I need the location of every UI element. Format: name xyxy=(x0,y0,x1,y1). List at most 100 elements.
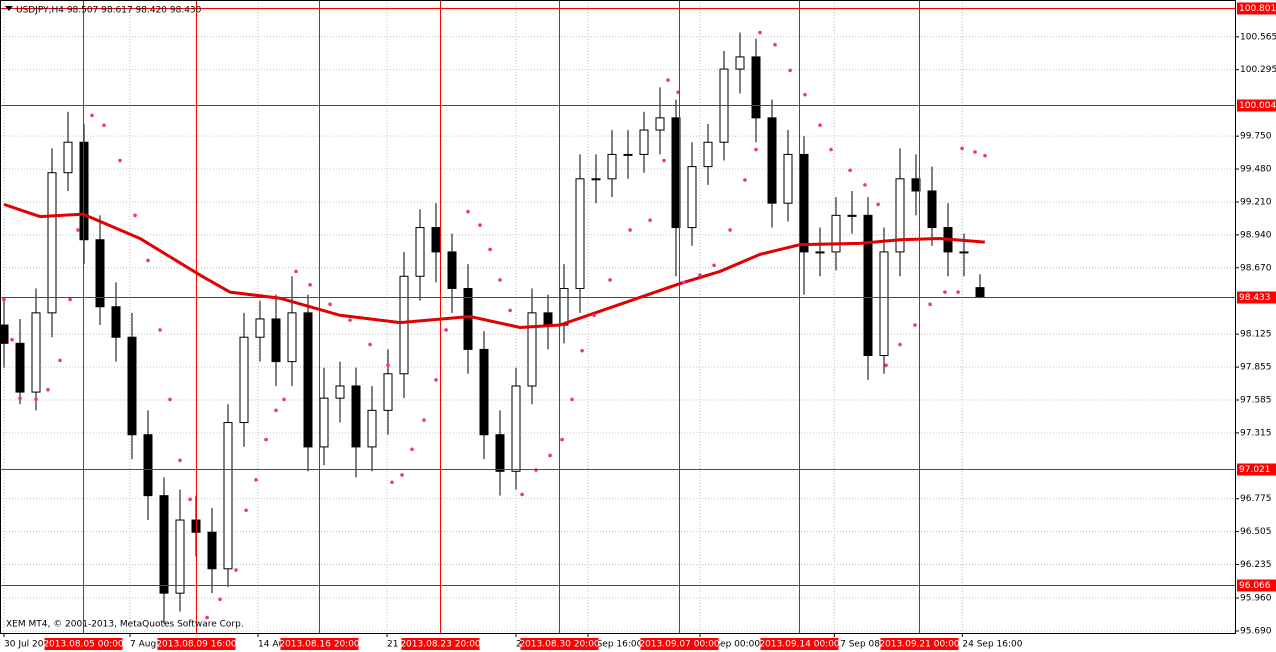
candle-body xyxy=(703,141,713,168)
sar-dot xyxy=(188,497,192,502)
y-tick-label: 95.960 xyxy=(1240,594,1272,604)
candle-body xyxy=(591,178,601,181)
time-label: 2013.09.14 00:00 xyxy=(759,640,840,650)
y-tick-label: 95.690 xyxy=(1240,626,1272,636)
sar-dot xyxy=(390,480,394,485)
sar-dot xyxy=(913,323,917,327)
candle-body xyxy=(239,336,249,424)
sar-dot xyxy=(662,158,666,163)
sar-dot xyxy=(818,123,822,127)
sar-dot xyxy=(444,328,448,332)
candle-body xyxy=(847,214,857,217)
sar-dot xyxy=(666,78,670,82)
sar-dot xyxy=(829,147,833,152)
sar-dot xyxy=(508,308,512,313)
sar-dot xyxy=(348,318,352,322)
time-label-bg xyxy=(157,638,236,650)
sar-dot xyxy=(368,342,372,347)
menu-arrow[interactable] xyxy=(5,6,13,11)
candle-body xyxy=(815,251,825,254)
sar-dot xyxy=(928,302,932,307)
sar-dot xyxy=(648,218,652,223)
x-tick-label: 11 Sep 00:00 xyxy=(700,640,760,650)
y-tick-label: 98.670 xyxy=(1240,263,1272,273)
candle-body xyxy=(271,318,281,363)
sar-dot xyxy=(68,297,72,302)
time-label: 2013.08.16 20:00 xyxy=(279,640,360,650)
x-tick-label: 17 Sep 08:00 xyxy=(834,640,894,650)
candle-body xyxy=(399,275,409,375)
sar-dot xyxy=(158,328,162,332)
candle-body xyxy=(223,422,233,570)
candle-body xyxy=(63,141,73,174)
candle-body xyxy=(959,251,969,254)
sar-dot xyxy=(560,437,564,442)
time-label-bg xyxy=(520,638,599,650)
sar-dot xyxy=(34,397,38,402)
price-label: 100.004 xyxy=(1239,101,1276,111)
y-tick-label: 97.855 xyxy=(1240,363,1272,373)
moving-average xyxy=(3,202,985,329)
sar-dot xyxy=(386,363,390,368)
copyright: XEM MT4, © 2001-2013, MetaQuotes Softwar… xyxy=(6,620,244,630)
candle-body xyxy=(735,56,745,70)
sar-dot xyxy=(498,278,502,282)
y-tick-label: 98.940 xyxy=(1240,230,1272,240)
y-tick-label: 97.585 xyxy=(1240,395,1272,405)
price-label-bg xyxy=(1237,579,1276,592)
candle-body xyxy=(527,312,537,387)
x-tick-label: 30 Jul 2013 xyxy=(4,640,55,650)
candle-body xyxy=(335,385,345,399)
candle-body xyxy=(95,239,105,308)
price-label-bg xyxy=(1237,291,1276,304)
x-tick-label: 4 Sep 16:00 xyxy=(588,640,643,650)
sar-dot xyxy=(754,147,758,152)
sar-dot xyxy=(264,437,268,442)
time-label-bg xyxy=(880,638,959,650)
time-label: 2013.08.09 16:00 xyxy=(156,640,237,650)
time-label-bg xyxy=(401,638,480,650)
sar-dot xyxy=(218,597,222,602)
sar-dot xyxy=(205,615,209,620)
sar-dot xyxy=(466,209,470,214)
price-label-bg xyxy=(1237,2,1276,15)
time-label-bg xyxy=(760,638,839,650)
y-tick-label: 100.565 xyxy=(1240,32,1276,42)
candle-body xyxy=(31,312,41,393)
time-label: 2013.08.05 00:00 xyxy=(43,640,124,650)
candle-body xyxy=(383,373,393,411)
sar-dot xyxy=(743,178,747,182)
sar-dot xyxy=(90,113,94,118)
sar-dot xyxy=(234,568,238,572)
candle-body xyxy=(975,287,985,298)
candle-body xyxy=(575,178,585,289)
candle-body xyxy=(175,519,185,594)
sar-dot xyxy=(178,458,182,463)
candle-body xyxy=(687,166,697,229)
sar-dot xyxy=(76,228,80,232)
candle-body xyxy=(319,397,329,448)
candle-body xyxy=(0,324,9,344)
sar-dot xyxy=(58,358,62,363)
candle-body xyxy=(895,178,905,253)
sar-dot xyxy=(788,68,792,73)
plot-frame xyxy=(0,0,1236,634)
sar-dot xyxy=(712,263,716,268)
sar-dot xyxy=(102,123,106,127)
candle-body xyxy=(879,251,889,357)
candle-body xyxy=(159,495,169,594)
sar-dot xyxy=(422,418,426,422)
sar-dot xyxy=(534,468,538,472)
candle-body xyxy=(415,227,425,277)
candle-body xyxy=(799,153,809,253)
time-label-bg xyxy=(44,638,123,650)
price-label: 100.801 xyxy=(1239,4,1276,14)
sar-dot xyxy=(274,408,278,413)
candle-body xyxy=(351,385,361,448)
price-label: 98.433 xyxy=(1239,293,1271,303)
y-tick-label: 97.315 xyxy=(1240,428,1272,438)
x-tick-label: 24 Sep 16:00 xyxy=(962,640,1022,650)
sar-dot xyxy=(608,278,612,282)
candle-body xyxy=(927,190,937,229)
